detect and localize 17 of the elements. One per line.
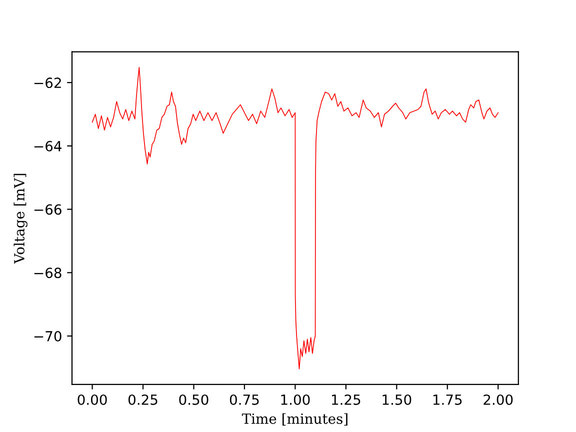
x-tick-label: 0.50 xyxy=(179,394,208,405)
y-tick-label: −68 xyxy=(34,268,62,278)
y-axis-title: Voltage [mV] xyxy=(14,174,28,264)
x-axis-title: Time [minutes] xyxy=(242,413,348,426)
x-tick-label: 1.75 xyxy=(433,394,462,405)
x-tick-label: 0.75 xyxy=(230,394,259,405)
x-tick-label: 1.25 xyxy=(332,394,360,405)
x-tick-label: 2.00 xyxy=(484,394,513,405)
x-tick-label: 1.50 xyxy=(382,394,412,405)
line-series xyxy=(92,66,499,370)
x-tick-label: 0.00 xyxy=(78,394,107,405)
y-tick-label: −62 xyxy=(34,78,61,88)
y-tick-label: −70 xyxy=(34,330,62,342)
x-tick-label: 1.00 xyxy=(281,394,310,405)
y-tick-label: −66 xyxy=(34,204,62,215)
x-tick-label: 0.25 xyxy=(128,394,158,405)
y-tick-label: −64 xyxy=(34,140,62,152)
